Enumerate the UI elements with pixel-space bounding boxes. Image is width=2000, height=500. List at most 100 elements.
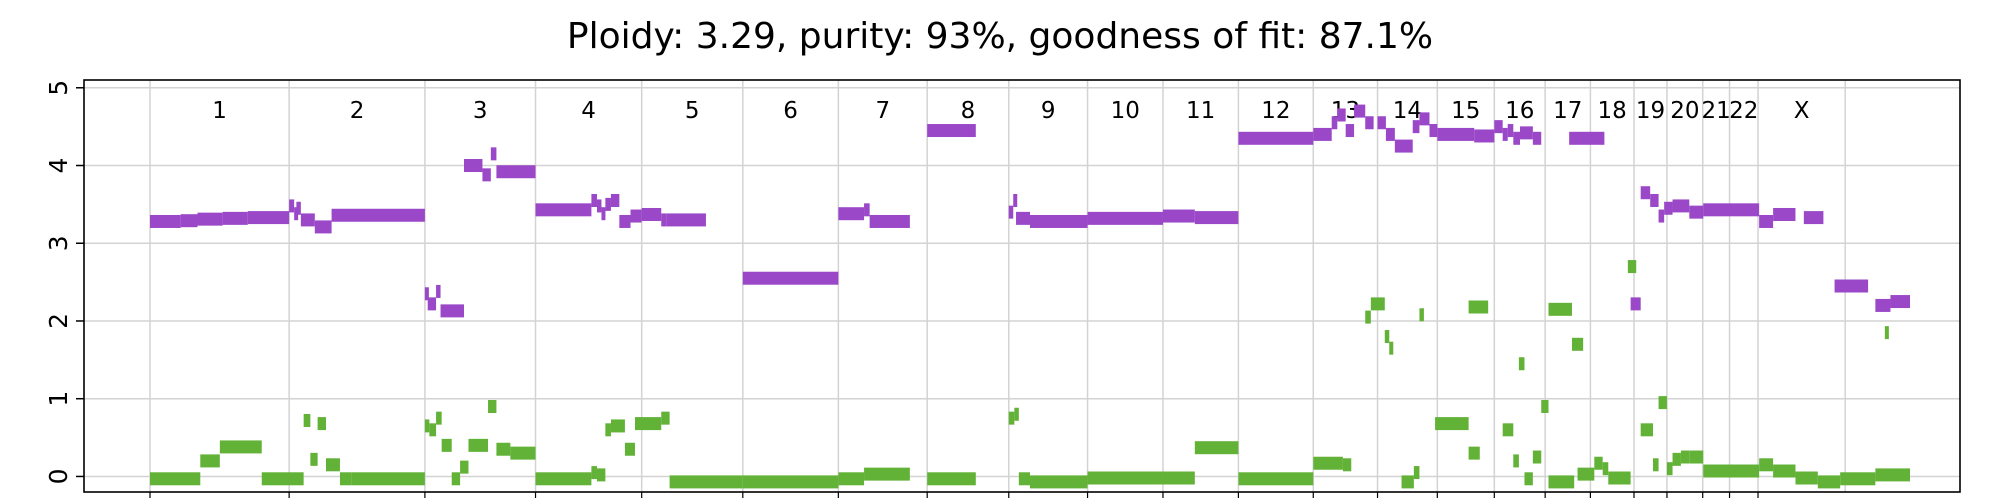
y-tick-label: 4 (44, 158, 73, 174)
total-copy-number-segment (1087, 211, 1163, 225)
total-copy-number-segment (1412, 120, 1420, 134)
minor-copy-number-segment (468, 438, 489, 452)
total-copy-number-segment (605, 197, 611, 211)
chromosome-label: 5 (685, 98, 700, 124)
chromosome-label: 17 (1553, 98, 1582, 124)
minor-copy-number-segment (510, 446, 536, 460)
minor-copy-number-segment (1468, 300, 1489, 314)
minor-copy-number-segment (596, 468, 606, 482)
minor-copy-number-segment (429, 423, 437, 437)
minor-copy-number-segment (610, 419, 625, 433)
minor-copy-number-segment (1658, 396, 1667, 410)
total-copy-number-segment (927, 124, 976, 138)
chromosome-label: 16 (1505, 98, 1534, 124)
total-copy-number-segment (1385, 127, 1395, 141)
total-copy-number-segment (1494, 120, 1503, 134)
minor-copy-number-segment (451, 472, 461, 486)
chromosome-label: 19 (1636, 98, 1665, 124)
total-copy-number-segment (1703, 203, 1760, 217)
total-copy-number-segment (1337, 108, 1346, 122)
minor-copy-number-segment (864, 467, 910, 481)
minor-copy-number-segment (838, 472, 865, 486)
minor-copy-number-segment (1608, 471, 1631, 485)
minor-copy-number-segment (351, 472, 425, 486)
total-copy-number-segment (1520, 126, 1533, 140)
total-copy-number-segment (490, 147, 497, 161)
total-copy-number-segment (1013, 193, 1018, 207)
total-copy-number-segment (1689, 205, 1704, 219)
chromosome-label: 3 (473, 98, 488, 124)
total-copy-number-segment (1507, 124, 1514, 138)
chromosome-label: 14 (1393, 98, 1422, 124)
y-tick-label: 2 (44, 313, 73, 329)
total-copy-number-segment (424, 287, 429, 301)
minor-copy-number-segment (591, 466, 597, 480)
minor-copy-number-segment (1652, 458, 1659, 472)
minor-copy-number-segment (1435, 417, 1469, 431)
y-tick-label: 1 (44, 391, 73, 407)
minor-copy-number-segment (1602, 462, 1609, 476)
chromosome-label: 11 (1186, 98, 1215, 124)
minor-copy-number-segment (1513, 454, 1519, 468)
total-copy-number-segment (1759, 214, 1774, 228)
minor-copy-number-segment (634, 417, 662, 431)
total-copy-number-segment (289, 199, 295, 213)
minor-copy-number-segment (1532, 450, 1542, 464)
minor-copy-number-segment (1342, 458, 1352, 472)
total-copy-number-segment (1773, 207, 1796, 221)
total-copy-number-segment (1008, 205, 1014, 219)
minor-copy-number-segment (624, 442, 635, 456)
y-tick-label: 5 (44, 80, 73, 96)
chromosome-label: 12 (1261, 98, 1290, 124)
minor-copy-number-segment (219, 440, 262, 454)
chromosome-label: 22 (1729, 98, 1758, 124)
minor-copy-number-segment (1795, 471, 1818, 485)
minor-copy-number-segment (742, 475, 839, 489)
total-copy-number-segment (1875, 298, 1891, 312)
minor-copy-number-segment (1413, 466, 1420, 480)
total-copy-number-segment (197, 212, 223, 226)
minor-copy-number-segment (326, 458, 340, 472)
minor-copy-number-segment (460, 460, 469, 474)
total-copy-number-segment (601, 207, 606, 221)
minor-copy-number-segment (605, 423, 611, 437)
total-copy-number-segment (1030, 214, 1088, 228)
total-copy-number-segment (1532, 131, 1542, 145)
total-copy-number-segment (1238, 131, 1314, 145)
minor-copy-number-segment (1577, 467, 1595, 481)
total-copy-number-segment (1803, 211, 1824, 225)
total-copy-number-segment (535, 203, 592, 217)
minor-copy-number-segment (1014, 407, 1019, 421)
total-copy-number-segment (1650, 193, 1659, 207)
total-copy-number-segment (1640, 186, 1651, 200)
total-copy-number-segment (619, 214, 631, 228)
minor-copy-number-segment (1087, 471, 1163, 485)
total-copy-number-segment (314, 220, 332, 234)
minor-copy-number-segment (496, 442, 511, 456)
chromosome-label: 6 (783, 98, 798, 124)
plot-frame (83, 79, 1961, 493)
total-copy-number-segment (1377, 116, 1386, 130)
chromosome-label: X (1794, 98, 1810, 124)
minor-copy-number-segment (310, 452, 318, 466)
minor-copy-number-segment (1162, 471, 1195, 485)
minor-copy-number-segment (1384, 330, 1390, 344)
total-copy-number-segment (591, 193, 597, 207)
total-copy-number-segment (1437, 127, 1475, 141)
minor-copy-number-segment (1884, 326, 1889, 340)
minor-copy-number-segment (200, 454, 220, 468)
minor-copy-number-segment (1548, 475, 1575, 489)
total-copy-number-segment (331, 208, 425, 222)
minor-copy-number-segment (1419, 308, 1424, 322)
chromosome-label: 8 (961, 98, 976, 124)
total-copy-number-segment (596, 199, 602, 213)
chromosome-label: 21 (1701, 98, 1730, 124)
chromosome-label: 1 (212, 98, 227, 124)
total-copy-number-segment (1365, 116, 1374, 130)
minor-copy-number-segment (339, 472, 352, 486)
minor-copy-number-segment (1759, 458, 1774, 472)
minor-copy-number-segment (1008, 411, 1015, 425)
total-copy-number-segment (1672, 199, 1690, 213)
